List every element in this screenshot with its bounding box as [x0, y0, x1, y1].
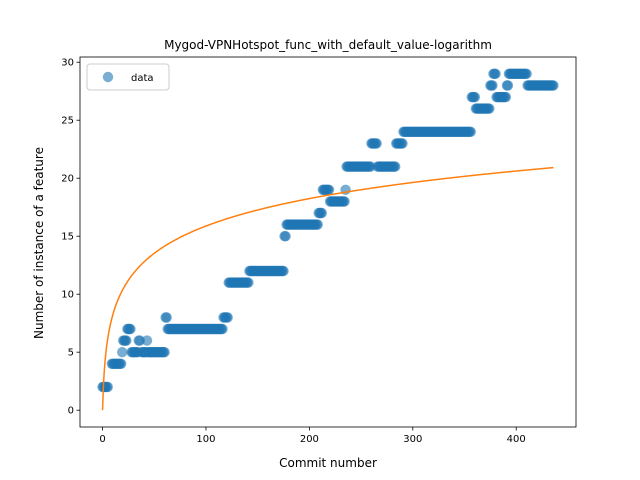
data-point: [397, 138, 408, 149]
data-point: [102, 381, 113, 393]
data-point: [217, 323, 228, 335]
data-point: [280, 231, 291, 242]
y-tick-label: 20: [61, 174, 74, 185]
y-tick-label: 30: [61, 58, 74, 69]
data-point: [125, 323, 136, 335]
y-tick-label: 5: [68, 348, 74, 359]
x-tick-label: 400: [507, 434, 526, 445]
y-tick-label: 0: [68, 406, 74, 417]
data-point: [117, 346, 128, 358]
y-axis-label: Number of instance of a feature: [32, 147, 46, 339]
y-tick-label: 15: [61, 232, 74, 243]
plot-area: [97, 68, 559, 411]
data-point: [521, 68, 532, 80]
data-point: [278, 265, 289, 277]
data-point: [161, 312, 172, 323]
x-tick-label: 0: [99, 434, 105, 445]
x-tick-label: 200: [300, 434, 319, 445]
x-axis-label: Commit number: [279, 456, 377, 470]
data-point: [134, 335, 145, 346]
data-point: [312, 219, 323, 230]
data-point: [243, 277, 254, 288]
data-point: [141, 335, 153, 346]
data-point: [222, 312, 233, 323]
data-point: [465, 126, 476, 138]
data-point: [469, 91, 481, 103]
y-tick-label: 10: [61, 290, 74, 301]
data-point: [365, 161, 376, 172]
legend: data: [86, 63, 170, 91]
data-point: [502, 80, 514, 91]
legend-label-data: data: [131, 73, 154, 84]
chart-title: Mygod-VPNHotspot_func_with_default_value…: [164, 38, 492, 52]
data-point: [490, 68, 501, 80]
data-point: [548, 80, 559, 91]
legend-box: [86, 63, 170, 91]
data-point: [371, 138, 382, 149]
data-point: [339, 196, 350, 207]
y-tick-label: 25: [61, 116, 74, 127]
data-point: [484, 103, 495, 114]
axes-frame: [79, 56, 577, 428]
data-point: [323, 184, 335, 196]
data-point: [390, 161, 401, 172]
legend-marker-data: [102, 71, 114, 83]
x-tick-label: 300: [403, 434, 422, 445]
data-point: [115, 358, 127, 369]
data-point: [316, 207, 327, 219]
data-point: [159, 346, 170, 358]
axes: 0 100 200 300 400 0 5 10 15 20 25 30: [61, 56, 577, 445]
data-point: [500, 91, 512, 103]
x-tick-label: 100: [196, 434, 215, 445]
fit-curve: [101, 166, 554, 411]
data-point: [487, 80, 498, 91]
data-point: [121, 335, 132, 346]
